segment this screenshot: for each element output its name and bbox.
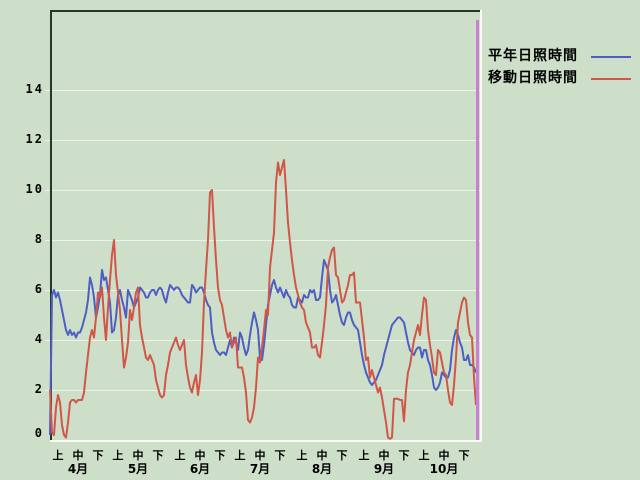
- x-month-label: 4月: [67, 462, 89, 476]
- x-month-label: 6月: [189, 462, 211, 476]
- x-tick-label: 上: [52, 449, 64, 462]
- x-tick-label: 下: [458, 449, 470, 462]
- y-axis-label-2: 2: [34, 382, 44, 396]
- x-tick-label: 上: [418, 449, 430, 462]
- legend-label-normal-sunshine: 平年日照時間: [488, 48, 578, 64]
- x-month-label: 8月: [311, 462, 333, 476]
- x-tick-label: 上: [234, 449, 246, 462]
- plot-border-left: [50, 10, 52, 442]
- y-axis-label-6: 6: [34, 282, 44, 296]
- gridline-2: [45, 390, 480, 391]
- x-tick-label: 中: [132, 449, 144, 462]
- x-tick-label: 上: [174, 449, 186, 462]
- x-tick-label: 下: [398, 449, 410, 462]
- x-tick-label: 下: [92, 449, 104, 462]
- x-tick-label: 上: [112, 449, 124, 462]
- x-tick-label: 中: [378, 449, 390, 462]
- y-axis-label-10: 10: [25, 182, 44, 196]
- gridline-8: [45, 240, 480, 241]
- legend-line-swatch-blue: [591, 56, 631, 58]
- x-tick-label: 下: [274, 449, 286, 462]
- gridline-4: [45, 340, 480, 341]
- plot-border-right: [480, 10, 482, 442]
- gridline-14: [45, 90, 480, 91]
- gridline-10: [45, 190, 480, 191]
- legend-label-moving-sunshine: 移動日照時間: [488, 70, 578, 86]
- x-tick-label: 中: [254, 449, 266, 462]
- gridline-12: [45, 140, 480, 141]
- x-tick-label: 上: [358, 449, 370, 462]
- x-tick-label: 下: [336, 449, 348, 462]
- series-line-normal-sunshine: [49, 259, 477, 436]
- plot-border-top: [50, 10, 482, 12]
- x-tick-label: 上: [296, 449, 308, 462]
- x-tick-label: 下: [214, 449, 226, 462]
- y-axis-label-14: 14: [25, 82, 44, 96]
- y-axis-label-8: 8: [34, 232, 44, 246]
- x-tick-label: 中: [194, 449, 206, 462]
- y-axis-label-12: 12: [25, 132, 44, 146]
- series-line-moving-sunshine: [49, 159, 477, 440]
- x-tick-label: 中: [438, 449, 450, 462]
- legend-line-swatch-red: [591, 78, 631, 80]
- x-month-label: 10月: [429, 462, 459, 476]
- x-tick-label: 中: [72, 449, 84, 462]
- plot-border-bottom: [50, 440, 482, 442]
- x-month-label: 5月: [127, 462, 149, 476]
- gridline-6: [45, 290, 480, 291]
- current-date-marker-line: [476, 20, 479, 440]
- y-axis-label-0: 0: [34, 426, 44, 440]
- x-tick-label: 下: [152, 449, 164, 462]
- y-axis-label-4: 4: [34, 332, 44, 346]
- x-month-label: 7月: [249, 462, 271, 476]
- x-month-label: 9月: [373, 462, 395, 476]
- x-tick-label: 中: [316, 449, 328, 462]
